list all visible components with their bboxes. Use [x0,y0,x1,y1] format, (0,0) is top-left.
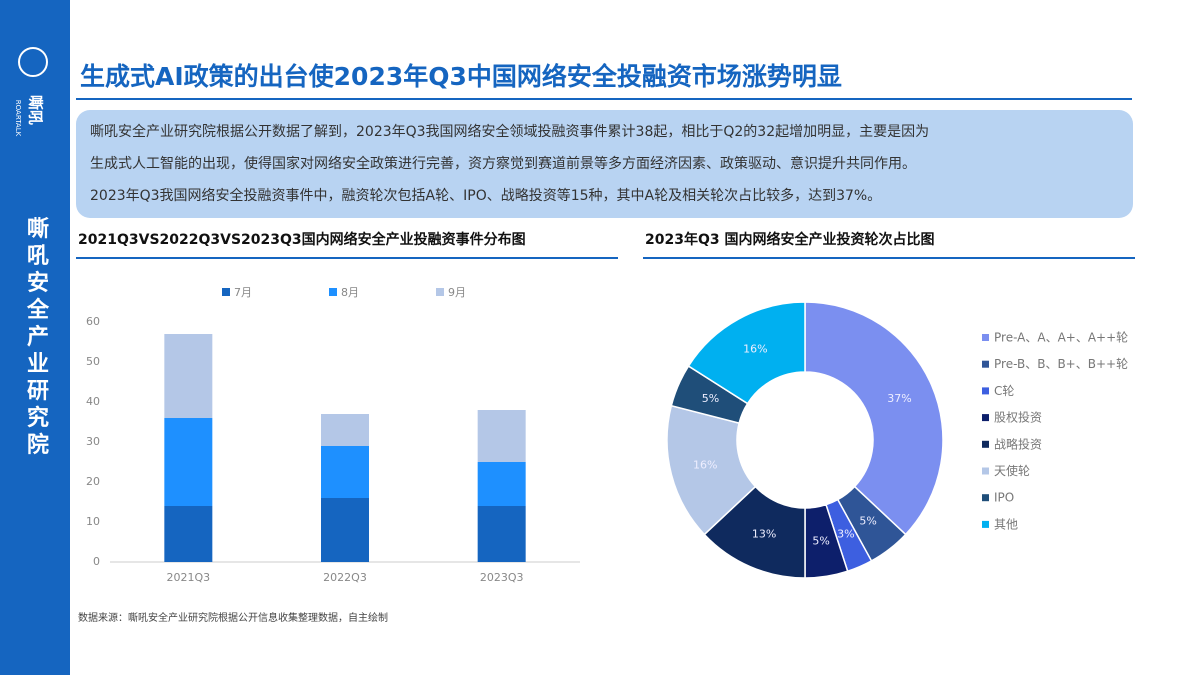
bar [477,506,526,562]
bar [164,334,213,418]
y-tick-label: 50 [86,355,100,368]
legend-label: 9月 [448,286,466,299]
sidebar-org: 嘶吼安全产业研究院 [23,217,50,460]
legend-swatch [982,467,989,475]
pie-slice [804,301,944,536]
legend-swatch [329,288,337,296]
legend-label: IPO [994,491,1014,505]
legend-label: Pre-A、A、A+、A++轮 [994,331,1128,345]
y-tick-label: 10 [86,515,100,528]
legend-label: 股权投资 [994,410,1042,425]
legend-label: 8月 [341,286,359,299]
legend-label: C轮 [994,384,1014,398]
legend-label: Pre-B、B、B+、B++轮 [994,357,1128,371]
slice-label: 3% [837,528,854,541]
x-tick-label: 2022Q3 [323,571,367,584]
bar [477,410,526,462]
summary-line: 生成式人工智能的出现，使得国家对网络安全政策进行完善，资方察觉到赛道前景等多方面… [90,155,916,172]
legend-swatch [982,334,989,341]
summary-box [76,110,1133,218]
legend-swatch [982,360,989,368]
sidebar [0,0,70,675]
bar [321,498,369,562]
legend-label: 7月 [234,286,252,299]
legend-swatch [436,288,444,296]
y-tick-label: 40 [86,395,100,408]
slice-label: 16% [693,459,717,472]
pie-slice [687,301,806,405]
slice-label: 13% [752,528,776,541]
slice-label: 5% [812,535,829,548]
legend-swatch [982,440,989,448]
bar [321,446,369,498]
bar [321,414,369,446]
slice-label: 16% [743,343,767,356]
x-tick-label: 2023Q3 [480,571,524,584]
slice-label: 5% [702,392,719,405]
y-tick-label: 60 [86,315,100,328]
chart-title: 2021Q3VS2022Q3VS2023Q3国内网络安全产业投融资事件分布图 [78,231,526,248]
bar [164,506,213,562]
pie-slice [666,404,757,536]
page-title: 生成式AI政策的出台使2023年Q3中国网络安全投融资市场涨势明显 [80,62,842,91]
y-tick-label: 20 [86,475,100,488]
logo-icon [18,47,48,77]
legend-swatch [222,288,230,296]
bar [164,418,213,506]
logo-en: ROARTALK [14,100,22,137]
summary-line: 嘶吼安全产业研究院根据公开数据了解到，2023年Q3我国网络安全领域投融资事件累… [90,123,929,140]
y-tick-label: 0 [93,555,100,568]
legend-label: 其他 [994,517,1018,531]
slice-label: 37% [887,392,911,405]
x-tick-label: 2021Q3 [167,571,211,584]
slice-label: 5% [859,514,876,527]
chart-title: 2023年Q3 国内网络安全产业投资轮次占比图 [645,231,934,248]
legend-swatch [982,414,989,422]
legend-label: 天使轮 [994,463,1030,478]
y-tick-label: 30 [86,435,100,448]
source-note: 数据来源：嘶吼安全产业研究院根据公开信息收集整理数据，自主绘制 [78,611,388,624]
legend-swatch [982,520,989,528]
logo-text: 嘶吼 [27,95,45,125]
bar [477,462,526,506]
summary-line: 2023年Q3我国网络安全投融资事件中，融资轮次包括A轮、IPO、战略投资等15… [90,187,881,204]
legend-swatch [982,494,989,502]
legend-swatch [982,387,989,395]
legend-label: 战略投资 [994,436,1042,451]
